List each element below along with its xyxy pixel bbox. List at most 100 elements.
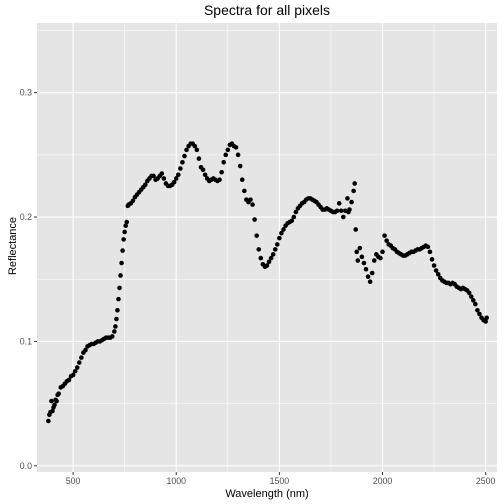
data-point [113, 324, 118, 329]
data-point [355, 258, 361, 263]
data-point [256, 247, 262, 252]
data-point [109, 334, 115, 339]
data-point [281, 227, 286, 232]
data-point [380, 249, 385, 255]
data-point [272, 247, 278, 252]
data-point [221, 160, 226, 165]
data-point [475, 308, 480, 313]
data-point [431, 263, 437, 268]
data-point [235, 152, 241, 158]
data-point [192, 143, 198, 149]
data-point [468, 294, 474, 299]
x-tick-label: 1000 [166, 476, 186, 486]
data-point [258, 255, 264, 261]
data-point [116, 296, 121, 302]
data-point [178, 166, 183, 171]
data-point [345, 196, 350, 201]
x-tick-label: 2500 [476, 476, 496, 486]
y-tick-label: 0.3 [20, 88, 32, 98]
x-tick-label: 500 [66, 476, 81, 486]
y-tick-label: 0.2 [20, 212, 32, 222]
data-point [289, 218, 295, 224]
data-point [277, 235, 282, 241]
data-point [382, 233, 387, 238]
data-point [217, 177, 222, 183]
y-axis-title: Reflectance [7, 217, 19, 275]
data-point [239, 177, 245, 183]
data-point [483, 319, 488, 324]
data-point [52, 402, 57, 408]
data-point [219, 169, 224, 175]
chart-title: Spectra for all pixels [204, 2, 330, 18]
data-point [233, 145, 239, 150]
data-point [425, 244, 431, 250]
data-point [427, 249, 433, 255]
data-point [119, 260, 124, 266]
data-point [252, 217, 257, 222]
x-axis-title: Wavelength (nm) [225, 488, 308, 500]
data-point [264, 263, 270, 268]
data-point [56, 391, 61, 396]
data-point [223, 152, 229, 158]
data-point [159, 171, 165, 176]
x-tick-label: 1500 [270, 476, 290, 486]
data-point [176, 172, 181, 178]
data-point [130, 198, 136, 204]
data-point [161, 176, 167, 181]
data-point [171, 179, 177, 185]
data-point [293, 209, 299, 215]
minor-gridlines [37, 23, 497, 472]
data-point [173, 176, 179, 181]
data-point [142, 182, 148, 187]
data-point [338, 208, 344, 214]
data-point [433, 268, 439, 273]
y-tick-label: 0.0 [20, 461, 32, 471]
data-point [369, 270, 375, 276]
data-point [473, 301, 478, 307]
data-point [151, 173, 156, 179]
data-point [194, 147, 200, 153]
data-point [83, 347, 88, 353]
data-point [237, 163, 243, 169]
data-point [182, 153, 187, 159]
data-point [112, 329, 117, 334]
data-point [123, 223, 128, 229]
data-point [429, 257, 435, 262]
data-point [435, 271, 441, 277]
data-point [196, 156, 202, 161]
data-point [354, 249, 360, 255]
data-point [254, 233, 259, 238]
data-point [115, 308, 120, 313]
x-tick-label: 2000 [373, 476, 393, 486]
data-point [200, 167, 206, 173]
data-point [341, 214, 346, 220]
y-tick-label: 0.1 [20, 336, 32, 346]
data-point [79, 355, 84, 360]
data-point [334, 208, 340, 214]
data-point [279, 230, 284, 236]
x-axis-ticks: 500 1000 1500 2000 2500 [66, 472, 496, 486]
data-points [46, 141, 489, 424]
data-point [121, 237, 126, 242]
data-point [118, 273, 123, 278]
data-point [336, 201, 342, 206]
data-point [74, 365, 80, 370]
data-point [225, 147, 231, 153]
data-point [365, 274, 371, 280]
data-point [363, 266, 369, 272]
data-point [291, 214, 297, 220]
data-point [477, 311, 482, 317]
data-point [54, 398, 59, 404]
data-point [122, 229, 127, 235]
data-point [353, 227, 358, 232]
data-point [347, 207, 352, 212]
data-point [124, 219, 130, 225]
data-point [202, 172, 208, 178]
data-point [349, 199, 354, 205]
data-point [248, 197, 253, 202]
y-axis-ticks: 0.0 0.1 0.2 0.3 [20, 88, 37, 471]
data-point [180, 160, 185, 165]
data-point [266, 259, 272, 265]
data-point [466, 290, 472, 296]
data-point [270, 252, 276, 257]
